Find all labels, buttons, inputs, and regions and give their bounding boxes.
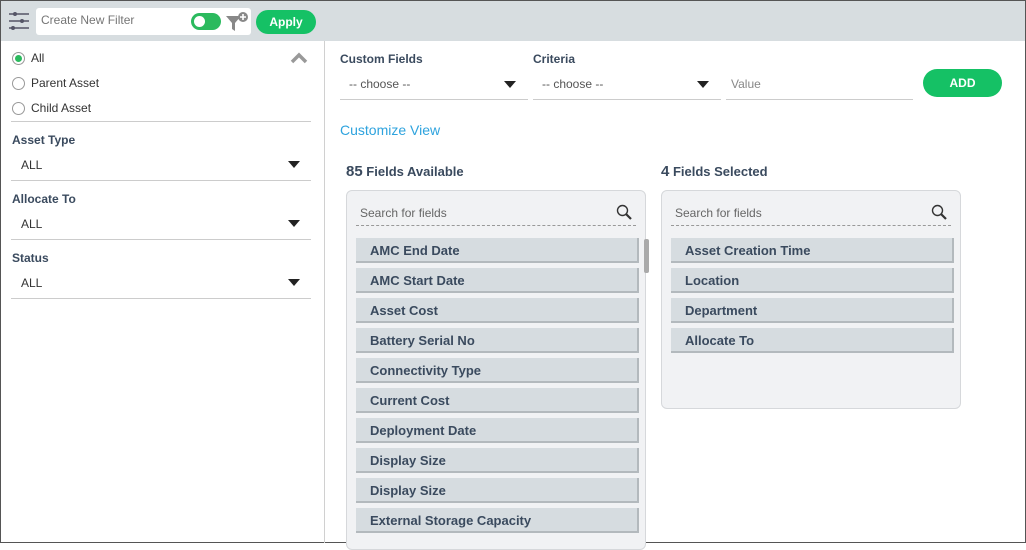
divider [11, 239, 311, 240]
add-filter-icon[interactable] [225, 11, 249, 33]
selected-fields-panel: Search for fields Asset Creation Time Loc… [661, 190, 961, 409]
select-value: -- choose -- [349, 77, 411, 91]
available-count: 85 [346, 163, 363, 180]
radio-label: Parent Asset [31, 76, 100, 90]
allocate-to-label: Allocate To [12, 192, 76, 206]
radio-parent-asset[interactable]: Parent Asset [12, 76, 99, 90]
dropdown-arrow-icon[interactable] [288, 279, 300, 286]
divider [11, 298, 311, 299]
radio-button[interactable] [12, 76, 25, 90]
field-item[interactable]: AMC End Date [356, 238, 639, 263]
field-item[interactable]: Location [671, 268, 954, 293]
radio-button[interactable] [12, 101, 25, 115]
field-item[interactable]: Asset Cost [356, 298, 639, 323]
dropdown-arrow-icon[interactable] [288, 220, 300, 227]
selected-count: 4 [661, 163, 670, 180]
radio-child-asset[interactable]: Child Asset [12, 101, 91, 115]
field-item[interactable]: Display Size [356, 448, 639, 473]
divider [11, 121, 311, 122]
available-label: Fields Available [362, 164, 464, 179]
custom-fields-select[interactable]: -- choose -- [340, 74, 528, 100]
field-item[interactable]: Deployment Date [356, 418, 639, 443]
search-icon[interactable] [931, 204, 947, 220]
asset-type-select[interactable]: ALL [21, 158, 43, 172]
field-item[interactable]: Battery Serial No [356, 328, 639, 353]
search-placeholder: Search for fields [675, 206, 762, 220]
create-filter-input[interactable] [41, 13, 181, 27]
radio-button[interactable] [12, 51, 25, 65]
filter-toggle[interactable] [191, 13, 221, 30]
dropdown-arrow-icon[interactable] [504, 81, 516, 88]
divider [11, 180, 311, 181]
dropdown-arrow-icon[interactable] [697, 81, 709, 88]
value-placeholder: Value [731, 77, 761, 91]
field-item[interactable]: Department [671, 298, 954, 323]
search-icon[interactable] [616, 204, 632, 220]
radio-label: All [31, 51, 45, 65]
field-item[interactable]: Connectivity Type [356, 358, 639, 383]
value-input[interactable]: Value [726, 74, 913, 100]
fields-available-heading: 85 Fields Available [346, 163, 464, 180]
chevron-up-icon[interactable] [290, 52, 308, 64]
scrollbar[interactable] [644, 239, 649, 273]
radio-label: Child Asset [31, 101, 92, 115]
customize-view-link[interactable]: Customize View [340, 122, 441, 138]
field-item[interactable]: External Storage Capacity [356, 508, 639, 533]
selected-search-input[interactable]: Search for fields [671, 199, 951, 226]
field-item[interactable]: AMC Start Date [356, 268, 639, 293]
sidebar [1, 41, 325, 543]
available-fields-panel: Search for fields AMC End Date AMC Start … [346, 190, 646, 550]
select-value: -- choose -- [542, 77, 604, 91]
status-select[interactable]: ALL [21, 276, 43, 290]
status-label: Status [12, 251, 49, 265]
top-bar: Apply [1, 1, 1025, 41]
criteria-label: Criteria [533, 52, 576, 66]
fields-selected-heading: 4 Fields Selected [661, 163, 768, 180]
field-item[interactable]: Allocate To [671, 328, 954, 353]
field-item[interactable]: Asset Creation Time [671, 238, 954, 263]
asset-type-label: Asset Type [12, 133, 76, 147]
field-item[interactable]: Display Size [356, 478, 639, 503]
sliders-icon[interactable] [8, 11, 30, 31]
available-search-input[interactable]: Search for fields [356, 199, 636, 226]
apply-button[interactable]: Apply [256, 10, 316, 34]
dropdown-arrow-icon[interactable] [288, 161, 300, 168]
criteria-select[interactable]: -- choose -- [533, 74, 721, 100]
allocate-to-select[interactable]: ALL [21, 217, 43, 231]
radio-all[interactable]: All [12, 51, 44, 65]
search-placeholder: Search for fields [360, 206, 447, 220]
custom-fields-label: Custom Fields [340, 52, 423, 66]
field-item[interactable]: Current Cost [356, 388, 639, 413]
create-filter-box [36, 8, 251, 35]
selected-label: Fields Selected [669, 164, 768, 179]
add-button[interactable]: ADD [923, 69, 1002, 97]
